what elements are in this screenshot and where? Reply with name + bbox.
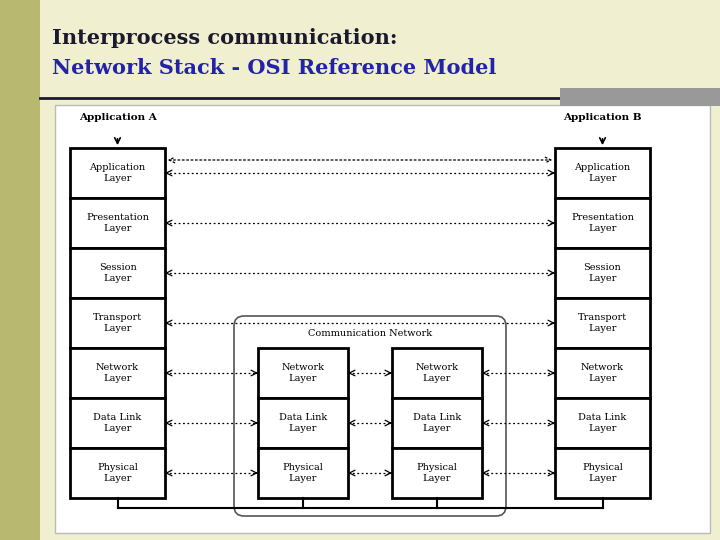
Text: Application
Layer: Application Layer [575, 163, 631, 183]
Bar [70, 448, 165, 498]
Bar [392, 398, 482, 448]
Text: Application
Layer: Application Layer [89, 163, 145, 183]
Bar [555, 148, 650, 198]
Text: Physical
Layer: Physical Layer [582, 463, 623, 483]
Text: Network
Layer: Network Layer [282, 363, 325, 383]
Text: Physical
Layer: Physical Layer [97, 463, 138, 483]
Bar [392, 448, 482, 498]
Bar [70, 348, 165, 398]
Text: Data Link
Layer: Data Link Layer [413, 413, 461, 433]
Bar [555, 198, 650, 248]
Bar [55, 105, 710, 533]
Text: Data Link
Layer: Data Link Layer [578, 413, 626, 433]
Text: Session
Layer: Session Layer [584, 264, 621, 283]
Text: Network Stack - OSI Reference Model: Network Stack - OSI Reference Model [52, 58, 496, 78]
Text: Transport
Layer: Transport Layer [93, 313, 142, 333]
Bar [555, 248, 650, 298]
Bar [70, 248, 165, 298]
Text: Physical
Layer: Physical Layer [417, 463, 457, 483]
Text: Transport
Layer: Transport Layer [578, 313, 627, 333]
Bar [258, 448, 348, 498]
Bar [70, 148, 165, 198]
Bar [70, 398, 165, 448]
Text: Interprocess communication:: Interprocess communication: [52, 28, 397, 48]
Bar [555, 298, 650, 348]
Text: Application B: Application B [563, 113, 642, 122]
Text: Data Link
Layer: Data Link Layer [279, 413, 327, 433]
Bar [560, 88, 720, 106]
Text: Physical
Layer: Physical Layer [282, 463, 323, 483]
Bar [555, 448, 650, 498]
Bar [258, 348, 348, 398]
Text: Session
Layer: Session Layer [99, 264, 136, 283]
Bar [70, 298, 165, 348]
Bar [555, 398, 650, 448]
Text: Presentation
Layer: Presentation Layer [571, 213, 634, 233]
Bar [70, 198, 165, 248]
Text: Network
Layer: Network Layer [415, 363, 459, 383]
Text: Network
Layer: Network Layer [96, 363, 139, 383]
Bar [555, 348, 650, 398]
Bar [258, 398, 348, 448]
Text: Network
Layer: Network Layer [581, 363, 624, 383]
Bar [392, 348, 482, 398]
Text: Application A: Application A [78, 113, 156, 122]
Text: Presentation
Layer: Presentation Layer [86, 213, 149, 233]
Text: Data Link
Layer: Data Link Layer [94, 413, 142, 433]
Text: Communication Network: Communication Network [308, 329, 432, 339]
Bar [0, 0, 40, 540]
